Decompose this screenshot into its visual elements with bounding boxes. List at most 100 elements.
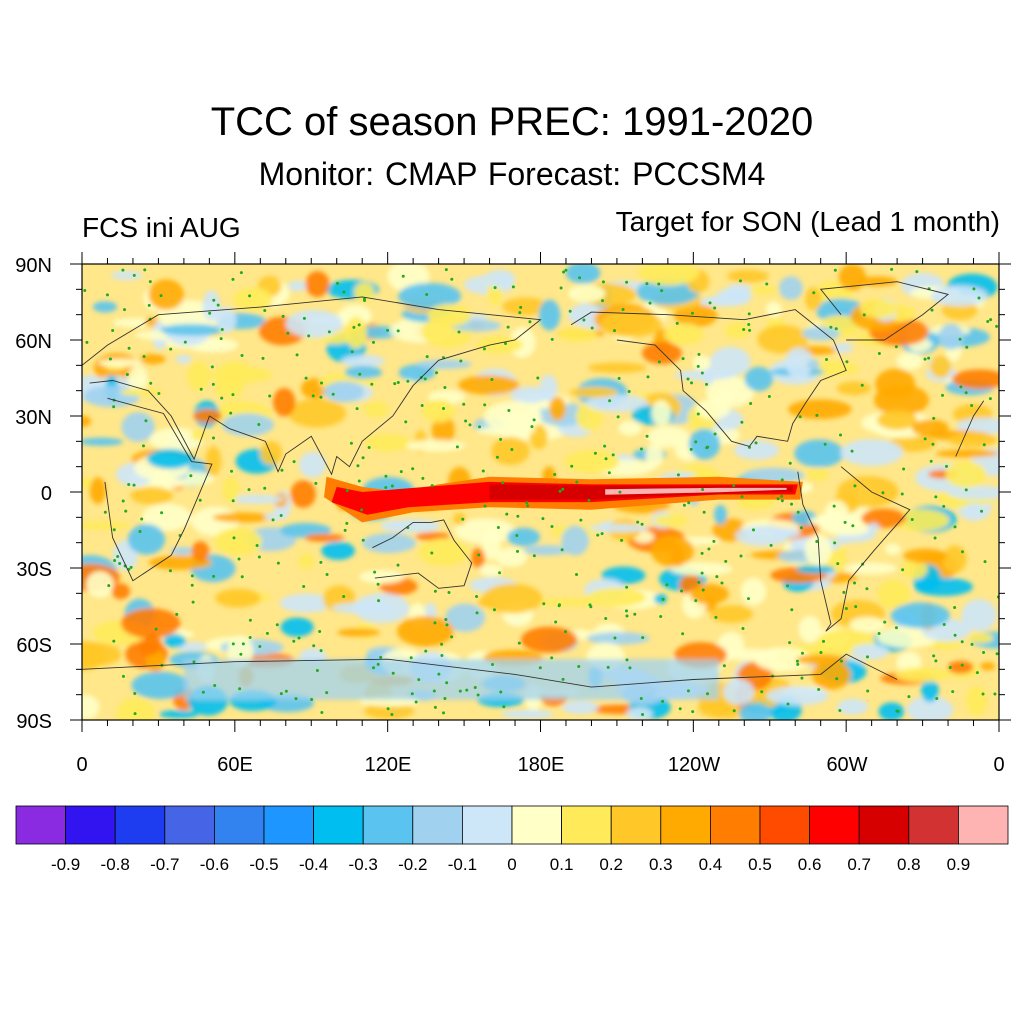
- stipple-dot: [641, 712, 645, 716]
- stipple-dot: [280, 468, 284, 472]
- positive-correlation-patch: [896, 352, 924, 370]
- stipple-dot: [525, 501, 529, 505]
- lat-label-30n: 30N: [15, 407, 52, 429]
- stipple-dot: [839, 659, 843, 663]
- stipple-dot: [352, 325, 356, 329]
- stipple-dot: [190, 574, 194, 578]
- stipple-dot: [681, 357, 685, 361]
- positive-correlation-patch: [569, 386, 618, 398]
- stipple-dot: [812, 291, 816, 295]
- stipple-dot: [722, 664, 726, 668]
- stipple-dot: [732, 484, 736, 488]
- stipple-dot: [496, 525, 500, 529]
- stipple-dot: [307, 334, 311, 338]
- stipple-dot: [345, 489, 349, 493]
- stipple-dot: [825, 357, 829, 361]
- positive-correlation-patch: [873, 384, 930, 416]
- stipple-dot: [839, 433, 843, 437]
- stipple-dot: [866, 689, 870, 693]
- stipple-dot: [361, 538, 365, 542]
- negative-correlation-patch: [160, 324, 223, 336]
- stipple-dot: [590, 326, 594, 330]
- positive-correlation-patch: [536, 597, 600, 607]
- stipple-dot: [633, 612, 637, 616]
- stipple-dot: [477, 553, 481, 557]
- positive-correlation-patch: [453, 512, 466, 525]
- stipple-dot: [475, 611, 479, 615]
- stipple-dot: [682, 503, 686, 507]
- negative-correlation-patch: [921, 678, 939, 703]
- stipple-dot: [890, 267, 894, 271]
- stipple-dot: [386, 328, 390, 332]
- stipple-dot: [386, 707, 390, 711]
- stipple-dot: [255, 544, 259, 548]
- negative-correlation-patch: [725, 283, 753, 299]
- stipple-dot: [550, 337, 554, 341]
- positive-correlation-patch: [903, 548, 948, 564]
- stipple-dot: [458, 689, 462, 693]
- stipple-dot: [657, 360, 661, 364]
- negative-correlation-patch: [938, 323, 964, 350]
- stipple-dot: [953, 633, 957, 637]
- stipple-dot: [372, 666, 376, 670]
- positive-correlation-patch: [695, 398, 731, 420]
- negative-correlation-patch: [778, 276, 803, 301]
- stipple-dot: [606, 665, 610, 669]
- stipple-dot: [769, 543, 773, 547]
- stipple-dot: [850, 449, 854, 453]
- stipple-dot: [532, 418, 536, 422]
- positive-correlation-patch: [476, 335, 523, 354]
- stipple-dot: [482, 347, 486, 351]
- stipple-dot: [582, 318, 586, 322]
- positive-correlation-patch: [568, 284, 606, 303]
- positive-correlation-patch: [120, 388, 163, 397]
- positive-correlation-patch: [894, 667, 950, 683]
- stipple-dot: [516, 514, 520, 518]
- stipple-dot: [445, 623, 449, 627]
- stipple-dot: [612, 329, 616, 333]
- lat-label-90s: 90S: [16, 711, 52, 733]
- stipple-dot: [902, 467, 906, 471]
- stipple-dot: [694, 599, 698, 603]
- stipple-dot: [377, 599, 381, 603]
- stipple-dot: [160, 511, 164, 515]
- stipple-dot: [738, 279, 742, 283]
- stipple-dot: [960, 640, 964, 644]
- stipple-dot: [988, 397, 992, 401]
- stipple-dot: [319, 395, 323, 399]
- positive-correlation-patch: [345, 316, 367, 349]
- positive-correlation-patch: [149, 427, 204, 452]
- positive-correlation-patch: [674, 304, 718, 328]
- stipple-dot: [715, 575, 719, 579]
- positive-correlation-patch: [557, 327, 598, 342]
- positive-correlation-patch: [727, 269, 769, 283]
- positive-correlation-patch: [260, 441, 283, 465]
- stipple-dot: [607, 471, 611, 475]
- stipple-dot: [530, 425, 534, 429]
- negative-correlation-patch: [331, 602, 394, 614]
- stipple-dot: [958, 337, 962, 341]
- stipple-dot: [624, 609, 628, 613]
- positive-correlation-patch: [689, 583, 729, 605]
- stipple-dot: [148, 280, 152, 284]
- stipple-dot: [519, 305, 523, 309]
- stipple-dot: [853, 484, 857, 488]
- positive-correlation-patch: [838, 264, 867, 291]
- stipple-dot: [739, 554, 743, 558]
- stipple-dot: [776, 497, 780, 501]
- stipple-dot: [370, 382, 374, 386]
- stipple-dot: [970, 642, 974, 646]
- positive-correlation-patch: [273, 387, 296, 417]
- stipple-dot: [511, 285, 515, 289]
- negative-correlation-patch: [398, 282, 462, 310]
- positive-correlation-patch: [305, 271, 330, 298]
- positive-correlation-patch: [144, 317, 158, 327]
- positive-correlation-patch: [304, 533, 345, 542]
- stipple-dot: [923, 437, 927, 441]
- stipple-dot: [327, 330, 331, 334]
- negative-correlation-patch: [636, 278, 700, 306]
- stipple-dot: [425, 293, 429, 297]
- positive-correlation-patch: [664, 323, 704, 346]
- stipple-dot: [350, 350, 354, 354]
- stipple-dot: [433, 589, 437, 593]
